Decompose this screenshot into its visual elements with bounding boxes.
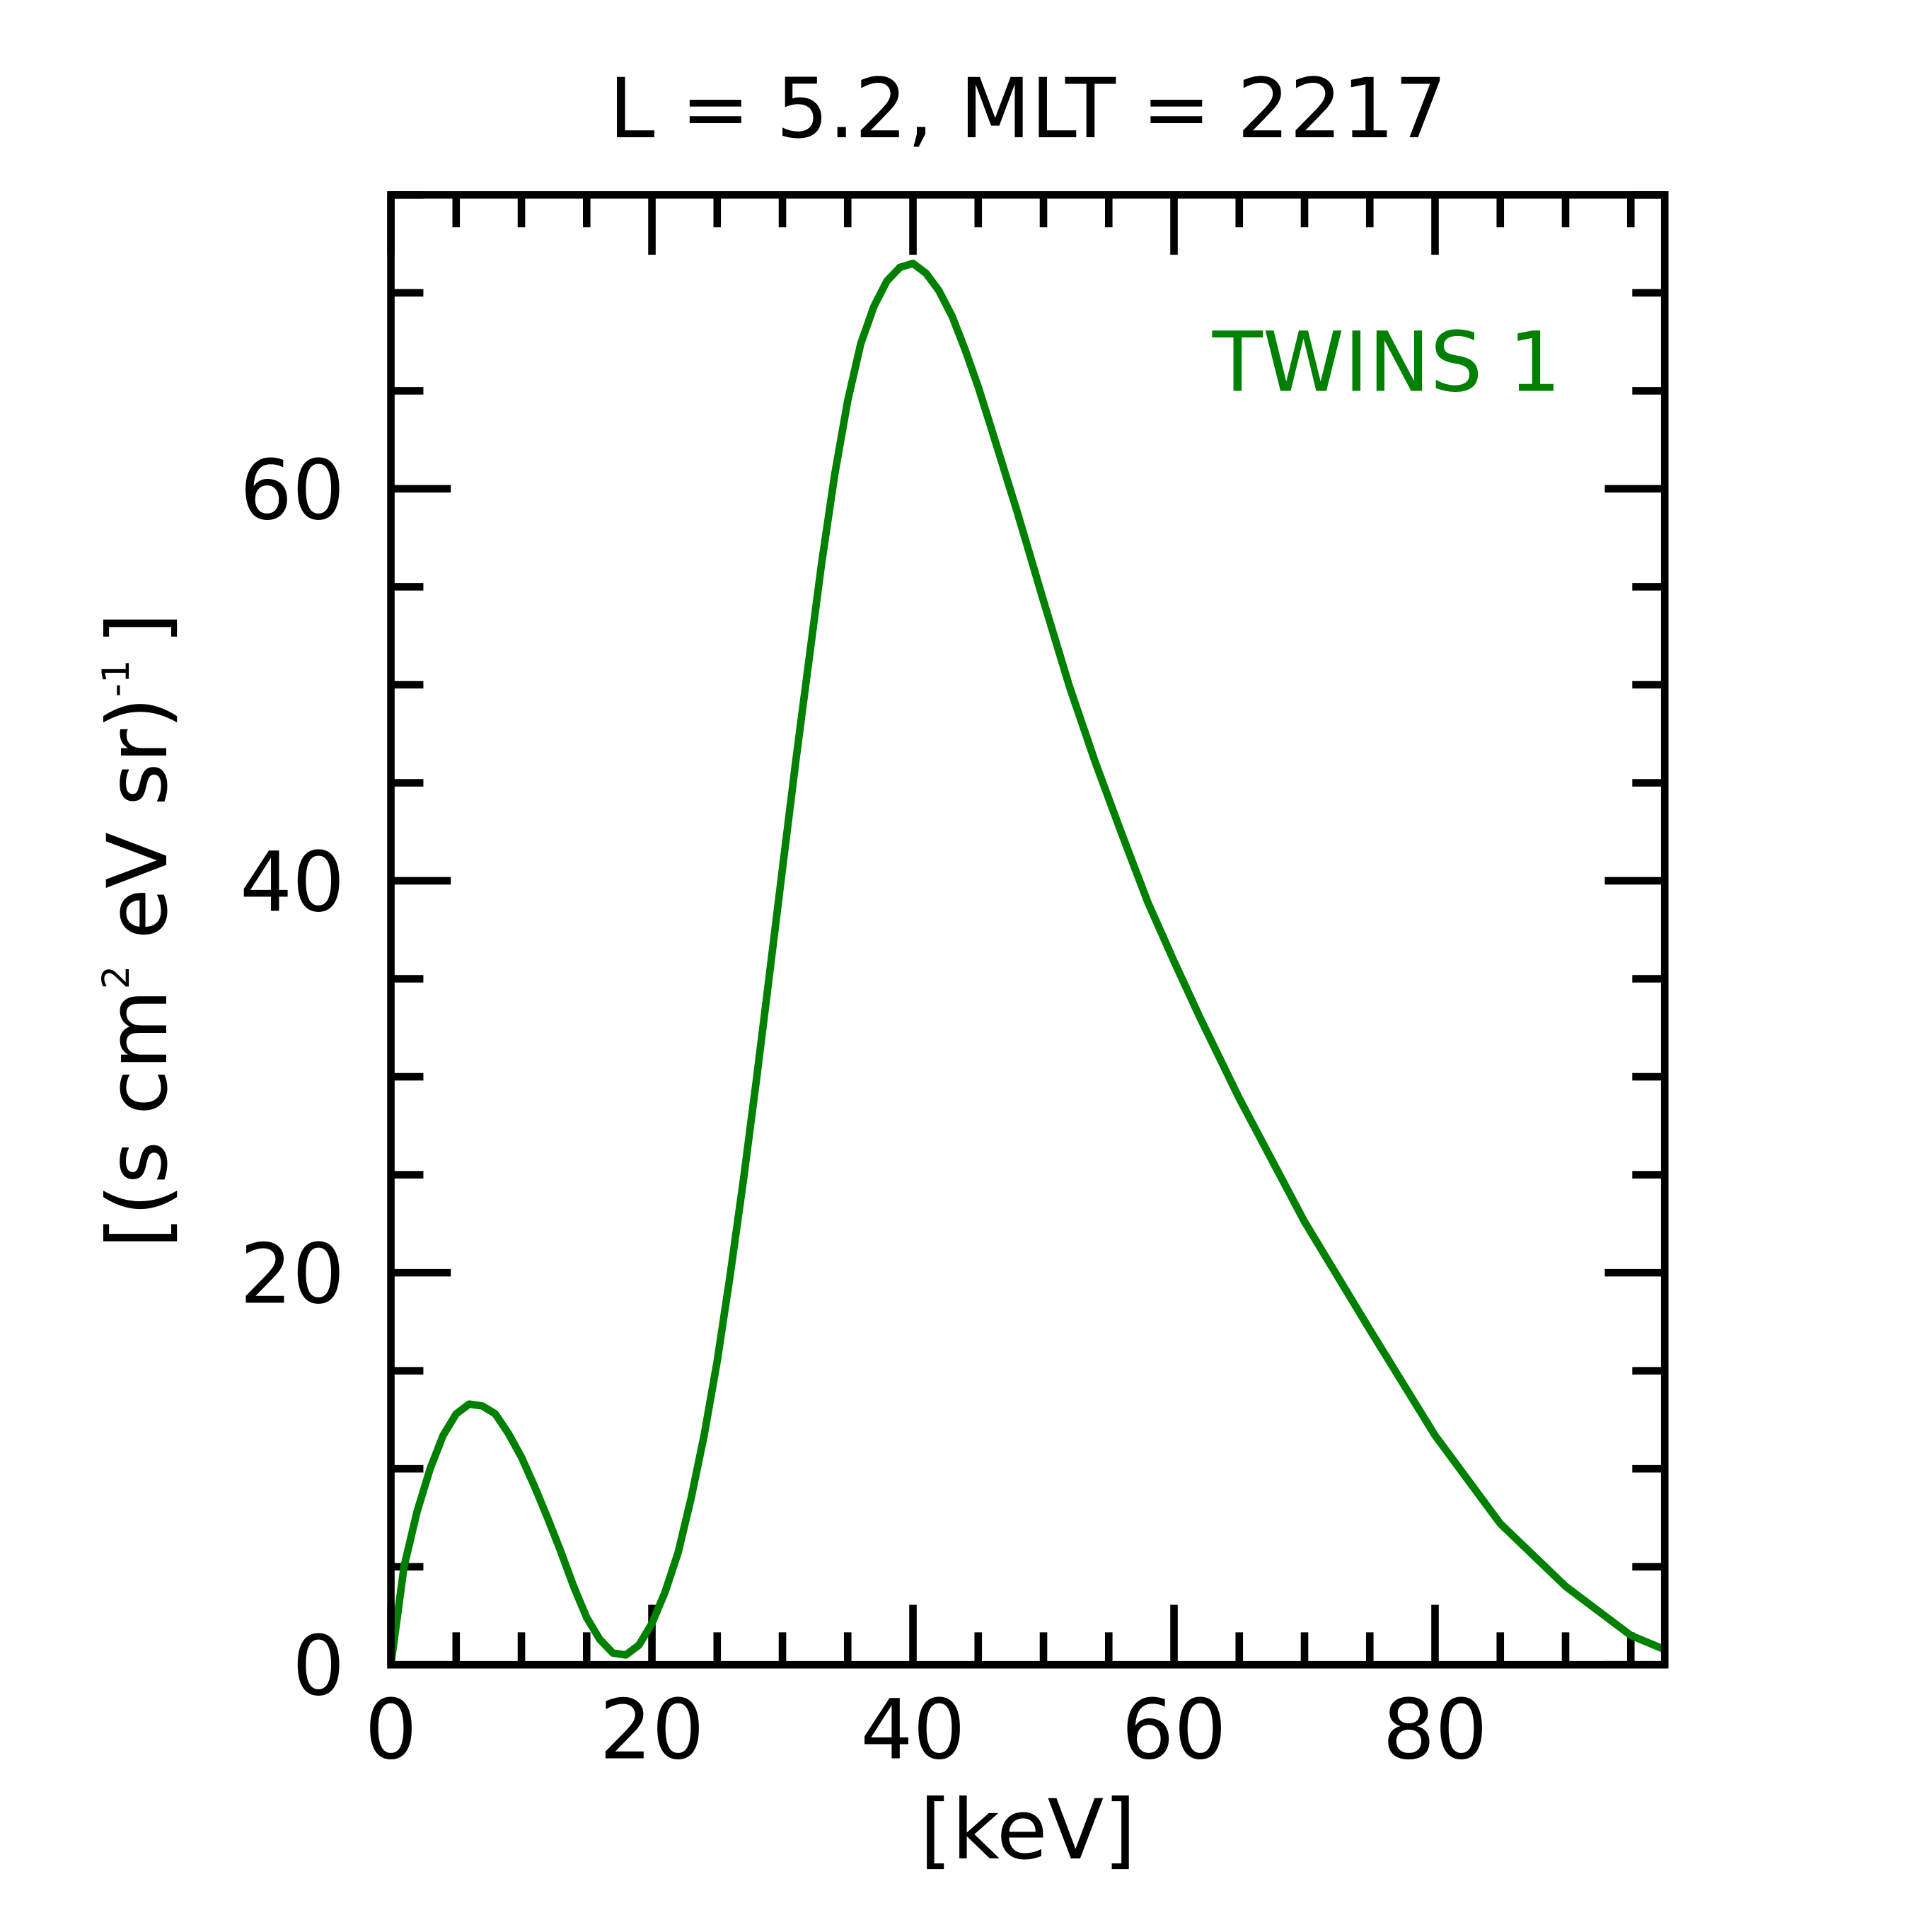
series-annotation: TWINS 1 [1212, 316, 1561, 411]
y-tick-label: 0 [292, 1619, 345, 1715]
y-label-part: eV sr) [91, 697, 186, 965]
y-tick-label: 40 [240, 835, 345, 930]
y-tick-label: 20 [240, 1227, 345, 1322]
x-tick-label: 40 [860, 1683, 965, 1778]
chart-title: L = 5.2, MLT = 2217 [609, 62, 1447, 157]
y-label-sup: 2 [95, 966, 138, 990]
x-tick-label: 20 [599, 1683, 704, 1778]
x-tick-label: 80 [1382, 1683, 1487, 1778]
y-tick-label: 60 [240, 443, 345, 538]
x-axis-label: [keV] [920, 1783, 1136, 1878]
x-tick-label: 60 [1121, 1683, 1226, 1778]
series-line-twins-1 [387, 260, 1665, 1665]
x-tick-label: 0 [364, 1683, 417, 1778]
y-axis-label: [(s cm2 eV sr)-1] [91, 613, 186, 1249]
y-label-part: ] [91, 613, 186, 644]
y-label-part: [(s cm [91, 989, 186, 1248]
plot-frame [387, 191, 1669, 1669]
y-label-sup: -1 [95, 659, 138, 697]
tick-labels: 0 20 40 60 80 0 20 40 60 [240, 443, 1488, 1778]
axis-ticks [387, 191, 1665, 1669]
